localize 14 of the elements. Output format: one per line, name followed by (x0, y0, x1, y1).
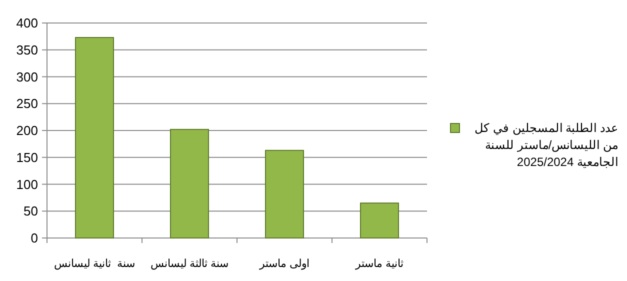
y-tick-label: 50 (24, 204, 38, 219)
y-tick-label: 400 (16, 16, 38, 30)
y-tick-label: 300 (16, 69, 38, 84)
y-tick-label: 200 (16, 123, 38, 138)
legend-label: عدد الطلبة المسجلين في كل من الليسانس/ماستر للسنة الجامعية 2025/2024 (474, 120, 618, 171)
x-tick-label: اولى ماستر (258, 258, 310, 270)
y-tick-label: 250 (16, 96, 38, 112)
y-tick-label: 350 (16, 42, 38, 58)
y-tick-label: 100 (16, 176, 38, 192)
x-tick-label: سنة ثالثة ليسانس (150, 258, 229, 270)
x-tick-label: سنة ثانية ليسانس (54, 258, 136, 270)
y-tick-label: 0 (30, 230, 38, 246)
y-tick-label: 150 (16, 150, 38, 165)
x-tick-label: ثانية ماستر (354, 258, 404, 270)
